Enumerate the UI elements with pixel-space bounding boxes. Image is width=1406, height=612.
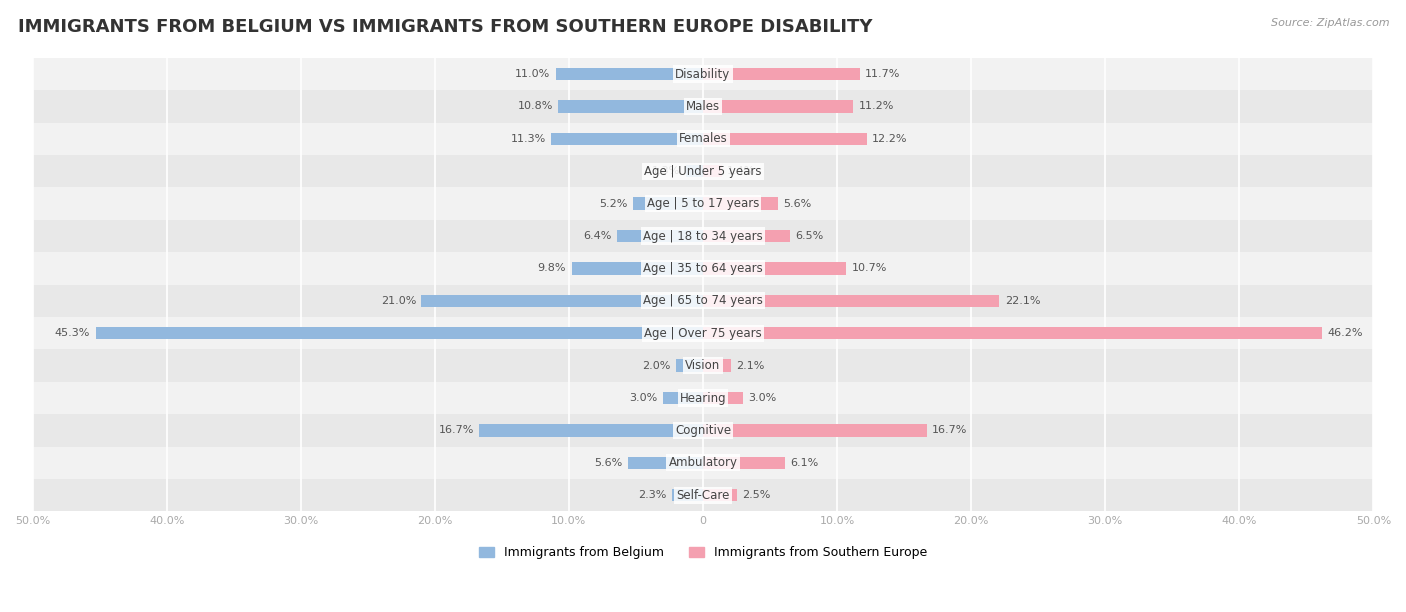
Text: Age | 65 to 74 years: Age | 65 to 74 years xyxy=(643,294,763,307)
Text: Males: Males xyxy=(686,100,720,113)
Text: Age | 5 to 17 years: Age | 5 to 17 years xyxy=(647,197,759,210)
Text: 11.3%: 11.3% xyxy=(510,134,546,144)
Text: 2.5%: 2.5% xyxy=(742,490,770,500)
Text: 6.5%: 6.5% xyxy=(796,231,824,241)
Text: 5.2%: 5.2% xyxy=(599,199,628,209)
Text: Vision: Vision xyxy=(685,359,721,372)
Bar xyxy=(633,198,703,210)
Text: 21.0%: 21.0% xyxy=(381,296,416,306)
Legend: Immigrants from Belgium, Immigrants from Southern Europe: Immigrants from Belgium, Immigrants from… xyxy=(474,541,932,564)
Bar xyxy=(703,198,778,210)
Bar xyxy=(703,489,737,501)
Bar xyxy=(32,220,1374,252)
Bar xyxy=(703,165,721,177)
Bar xyxy=(32,122,1374,155)
Text: Age | 18 to 34 years: Age | 18 to 34 years xyxy=(643,230,763,242)
Bar xyxy=(551,133,703,145)
Text: Age | 35 to 64 years: Age | 35 to 64 years xyxy=(643,262,763,275)
Text: 45.3%: 45.3% xyxy=(55,328,90,338)
Bar xyxy=(572,263,703,275)
Text: 6.1%: 6.1% xyxy=(790,458,818,468)
Text: Disability: Disability xyxy=(675,67,731,81)
Text: 12.2%: 12.2% xyxy=(872,134,907,144)
Text: 2.1%: 2.1% xyxy=(737,360,765,371)
Bar xyxy=(703,230,790,242)
Text: 46.2%: 46.2% xyxy=(1327,328,1364,338)
Bar xyxy=(703,100,853,113)
Bar xyxy=(422,294,703,307)
Bar xyxy=(32,155,1374,187)
Text: Age | Under 5 years: Age | Under 5 years xyxy=(644,165,762,177)
Bar xyxy=(703,133,866,145)
Bar xyxy=(662,392,703,404)
Text: 16.7%: 16.7% xyxy=(932,425,967,435)
Bar xyxy=(703,392,744,404)
Text: 16.7%: 16.7% xyxy=(439,425,474,435)
Bar xyxy=(686,165,703,177)
Text: 2.3%: 2.3% xyxy=(638,490,666,500)
Bar xyxy=(32,414,1374,447)
Text: 5.6%: 5.6% xyxy=(595,458,623,468)
Bar xyxy=(703,294,1000,307)
Bar xyxy=(32,187,1374,220)
Text: 3.0%: 3.0% xyxy=(628,393,658,403)
Text: Cognitive: Cognitive xyxy=(675,424,731,437)
Bar xyxy=(32,285,1374,317)
Text: IMMIGRANTS FROM BELGIUM VS IMMIGRANTS FROM SOUTHERN EUROPE DISABILITY: IMMIGRANTS FROM BELGIUM VS IMMIGRANTS FR… xyxy=(18,18,873,36)
Text: 22.1%: 22.1% xyxy=(1005,296,1040,306)
Bar xyxy=(32,382,1374,414)
Bar xyxy=(479,424,703,436)
Text: 1.4%: 1.4% xyxy=(727,166,755,176)
Bar xyxy=(672,489,703,501)
Text: 2.0%: 2.0% xyxy=(643,360,671,371)
Bar xyxy=(96,327,703,340)
Text: 6.4%: 6.4% xyxy=(583,231,612,241)
Text: Self-Care: Self-Care xyxy=(676,489,730,502)
Text: Females: Females xyxy=(679,132,727,145)
Bar xyxy=(32,252,1374,285)
Bar xyxy=(703,424,927,436)
Bar xyxy=(703,359,731,371)
Bar xyxy=(617,230,703,242)
Text: 1.3%: 1.3% xyxy=(652,166,681,176)
Bar xyxy=(676,359,703,371)
Text: Age | Over 75 years: Age | Over 75 years xyxy=(644,327,762,340)
Text: 10.7%: 10.7% xyxy=(852,263,887,274)
Bar xyxy=(32,90,1374,122)
Text: Ambulatory: Ambulatory xyxy=(668,457,738,469)
Text: Hearing: Hearing xyxy=(679,392,727,405)
Text: 11.7%: 11.7% xyxy=(865,69,901,79)
Text: 11.0%: 11.0% xyxy=(515,69,550,79)
Bar xyxy=(555,68,703,80)
Bar xyxy=(703,327,1323,340)
Bar xyxy=(703,263,846,275)
Text: 11.2%: 11.2% xyxy=(859,102,894,111)
Bar xyxy=(628,457,703,469)
Bar xyxy=(703,457,785,469)
Bar xyxy=(32,349,1374,382)
Bar xyxy=(32,58,1374,90)
Bar xyxy=(32,479,1374,512)
Bar xyxy=(32,317,1374,349)
Text: 3.0%: 3.0% xyxy=(748,393,778,403)
Bar xyxy=(703,68,860,80)
Bar xyxy=(32,447,1374,479)
Bar xyxy=(558,100,703,113)
Text: Source: ZipAtlas.com: Source: ZipAtlas.com xyxy=(1271,18,1389,28)
Text: 9.8%: 9.8% xyxy=(537,263,567,274)
Text: 5.6%: 5.6% xyxy=(783,199,811,209)
Text: 10.8%: 10.8% xyxy=(517,102,553,111)
